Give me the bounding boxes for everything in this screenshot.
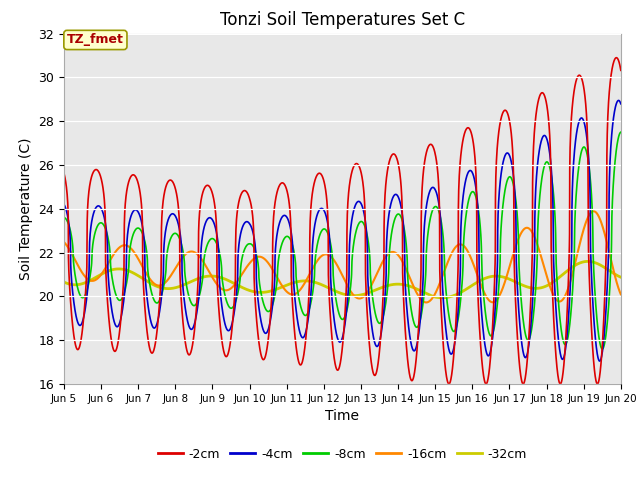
-16cm xyxy=(422,300,430,305)
-32cm xyxy=(157,285,164,290)
-32cm xyxy=(617,275,625,280)
-2cm xyxy=(617,68,625,73)
-16cm xyxy=(157,283,164,288)
-2cm xyxy=(593,381,601,387)
Line: -16cm: -16cm xyxy=(64,211,621,302)
-32cm xyxy=(274,286,282,292)
-32cm xyxy=(584,259,591,264)
-16cm xyxy=(274,276,282,281)
-32cm xyxy=(546,281,554,287)
Line: -2cm: -2cm xyxy=(64,58,621,384)
-4cm xyxy=(546,152,554,157)
-16cm xyxy=(617,291,625,297)
-4cm xyxy=(274,228,282,234)
-8cm xyxy=(606,281,614,287)
Y-axis label: Soil Temperature (C): Soil Temperature (C) xyxy=(19,138,33,280)
-8cm xyxy=(157,295,164,301)
-2cm xyxy=(546,136,554,142)
X-axis label: Time: Time xyxy=(325,409,360,423)
-4cm xyxy=(596,358,604,364)
-8cm xyxy=(546,165,554,171)
-4cm xyxy=(157,302,164,308)
-8cm xyxy=(124,275,131,280)
-16cm xyxy=(298,285,305,291)
-4cm xyxy=(298,334,305,340)
-2cm xyxy=(612,55,620,60)
-32cm xyxy=(298,278,305,284)
Title: Tonzi Soil Temperatures Set C: Tonzi Soil Temperatures Set C xyxy=(220,11,465,29)
-4cm xyxy=(615,97,623,103)
-16cm xyxy=(546,284,554,289)
-32cm xyxy=(60,279,68,285)
-8cm xyxy=(274,268,282,274)
Line: -4cm: -4cm xyxy=(64,100,621,361)
-32cm xyxy=(438,295,446,300)
-8cm xyxy=(617,129,625,135)
-16cm xyxy=(60,239,68,245)
-4cm xyxy=(617,101,625,107)
Line: -8cm: -8cm xyxy=(64,132,621,349)
-32cm xyxy=(124,267,131,273)
-16cm xyxy=(606,253,614,259)
-8cm xyxy=(298,307,305,312)
-4cm xyxy=(124,232,131,238)
-2cm xyxy=(60,170,68,176)
-8cm xyxy=(60,215,68,220)
-16cm xyxy=(124,243,131,249)
-2cm xyxy=(274,188,282,193)
-16cm xyxy=(589,208,597,214)
-2cm xyxy=(298,361,305,367)
-4cm xyxy=(60,202,68,207)
-32cm xyxy=(606,268,614,274)
Text: TZ_fmet: TZ_fmet xyxy=(67,34,124,47)
-2cm xyxy=(606,81,614,87)
-4cm xyxy=(606,158,614,164)
Line: -32cm: -32cm xyxy=(64,262,621,298)
-2cm xyxy=(157,283,164,289)
-2cm xyxy=(124,184,131,190)
-8cm xyxy=(598,346,606,352)
Legend: -2cm, -4cm, -8cm, -16cm, -32cm: -2cm, -4cm, -8cm, -16cm, -32cm xyxy=(152,443,532,466)
